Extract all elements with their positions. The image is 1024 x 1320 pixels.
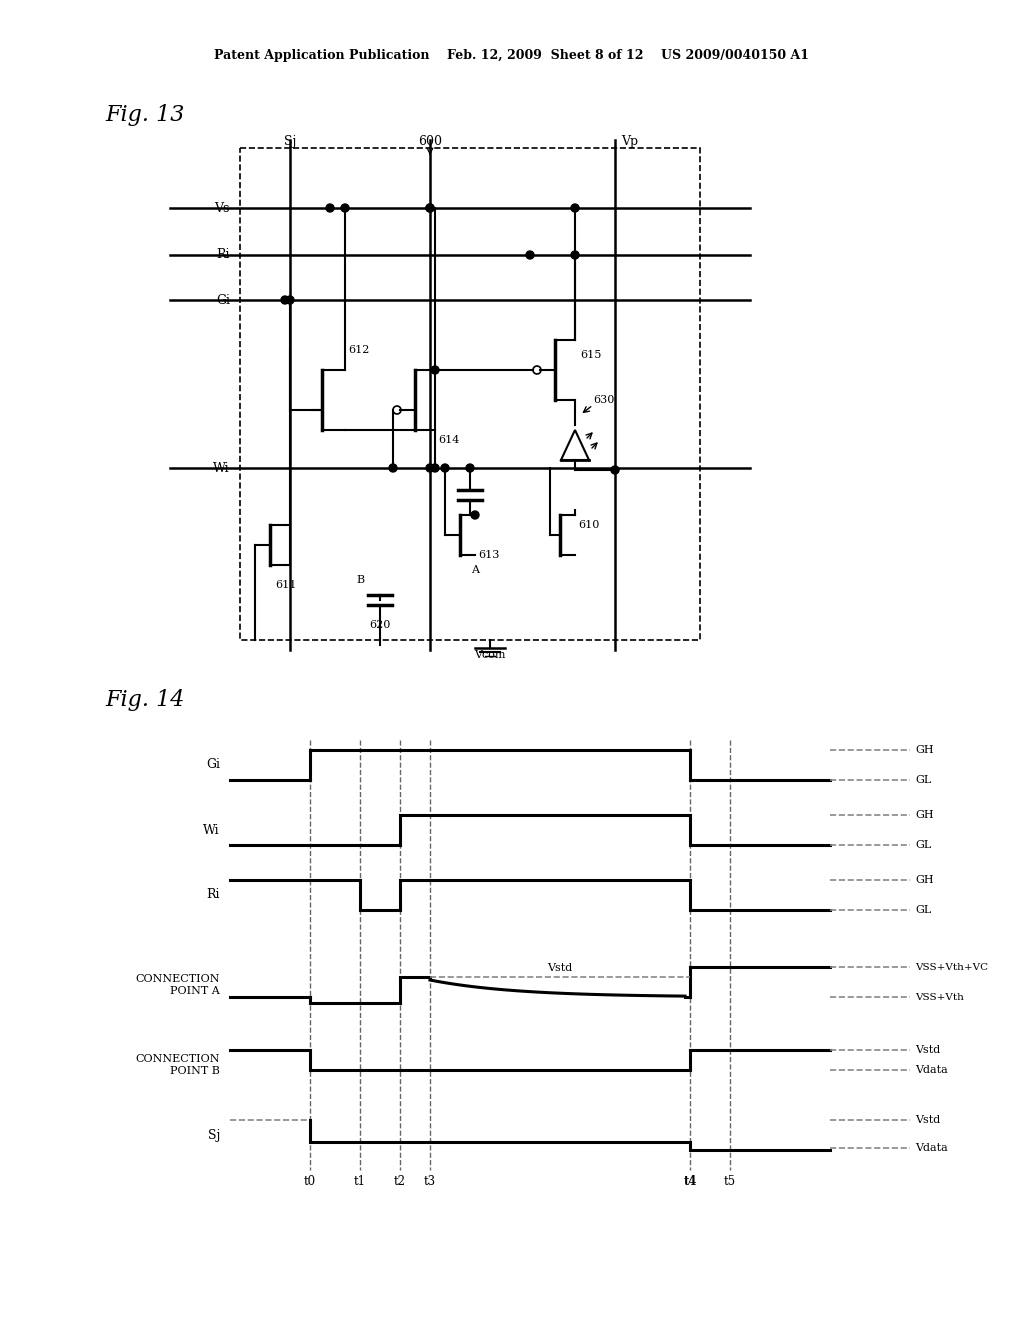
Text: Vs: Vs bbox=[215, 202, 230, 214]
Text: CONNECTION
POINT B: CONNECTION POINT B bbox=[135, 1055, 220, 1076]
Text: Ri: Ri bbox=[207, 888, 220, 902]
Circle shape bbox=[389, 465, 397, 473]
Circle shape bbox=[431, 465, 439, 473]
Text: 614: 614 bbox=[438, 436, 460, 445]
Text: Sj: Sj bbox=[284, 135, 296, 148]
Text: GH: GH bbox=[915, 875, 934, 884]
Circle shape bbox=[426, 205, 434, 213]
Text: Vdata: Vdata bbox=[915, 1143, 948, 1152]
Text: B: B bbox=[356, 576, 365, 585]
Text: VSS+Vth: VSS+Vth bbox=[915, 993, 964, 1002]
Circle shape bbox=[611, 466, 618, 474]
Text: t0: t0 bbox=[304, 1175, 316, 1188]
Text: 630: 630 bbox=[593, 395, 614, 405]
Text: Sj: Sj bbox=[208, 1129, 220, 1142]
Circle shape bbox=[441, 465, 449, 473]
Text: Fig. 13: Fig. 13 bbox=[105, 104, 184, 125]
Text: t1: t1 bbox=[354, 1175, 366, 1188]
Text: GH: GH bbox=[915, 744, 934, 755]
Text: 611: 611 bbox=[275, 579, 296, 590]
Text: GL: GL bbox=[915, 840, 931, 850]
Text: Vp: Vp bbox=[622, 135, 639, 148]
Circle shape bbox=[426, 205, 434, 213]
Circle shape bbox=[571, 205, 579, 213]
Text: t5: t5 bbox=[724, 1175, 736, 1188]
Text: Vcom: Vcom bbox=[474, 649, 506, 660]
Text: 615: 615 bbox=[580, 350, 601, 360]
Text: Fig. 14: Fig. 14 bbox=[105, 689, 184, 711]
Circle shape bbox=[341, 205, 349, 213]
Text: t2: t2 bbox=[394, 1175, 406, 1188]
Text: Vstd: Vstd bbox=[548, 964, 572, 973]
Text: t3: t3 bbox=[424, 1175, 436, 1188]
Text: Ri: Ri bbox=[216, 248, 230, 261]
Text: VSS+Vth+VC: VSS+Vth+VC bbox=[915, 962, 988, 972]
Text: Patent Application Publication    Feb. 12, 2009  Sheet 8 of 12    US 2009/004015: Patent Application Publication Feb. 12, … bbox=[214, 49, 810, 62]
Text: GL: GL bbox=[915, 906, 931, 915]
Text: Vdata: Vdata bbox=[915, 1065, 948, 1074]
Text: Vstd: Vstd bbox=[915, 1115, 940, 1125]
Text: 612: 612 bbox=[348, 345, 370, 355]
Text: t4: t4 bbox=[683, 1175, 696, 1188]
Text: Wi: Wi bbox=[213, 462, 230, 474]
Circle shape bbox=[466, 465, 474, 473]
Circle shape bbox=[326, 205, 334, 213]
Text: 600: 600 bbox=[418, 135, 442, 148]
Text: 613: 613 bbox=[478, 550, 500, 560]
Text: A: A bbox=[471, 565, 479, 576]
Text: 620: 620 bbox=[370, 620, 391, 630]
Text: CONNECTION
POINT A: CONNECTION POINT A bbox=[135, 974, 220, 995]
Text: Gi: Gi bbox=[206, 759, 220, 771]
Circle shape bbox=[281, 296, 289, 304]
Text: Vstd: Vstd bbox=[915, 1045, 940, 1055]
Circle shape bbox=[426, 465, 434, 473]
Circle shape bbox=[526, 251, 534, 259]
Text: Wi: Wi bbox=[204, 824, 220, 837]
Text: Gi: Gi bbox=[216, 293, 230, 306]
Text: GL: GL bbox=[915, 775, 931, 785]
Text: 610: 610 bbox=[578, 520, 599, 531]
Circle shape bbox=[431, 366, 439, 374]
Text: GH: GH bbox=[915, 810, 934, 820]
Circle shape bbox=[471, 511, 479, 519]
Circle shape bbox=[571, 251, 579, 259]
Circle shape bbox=[286, 296, 294, 304]
